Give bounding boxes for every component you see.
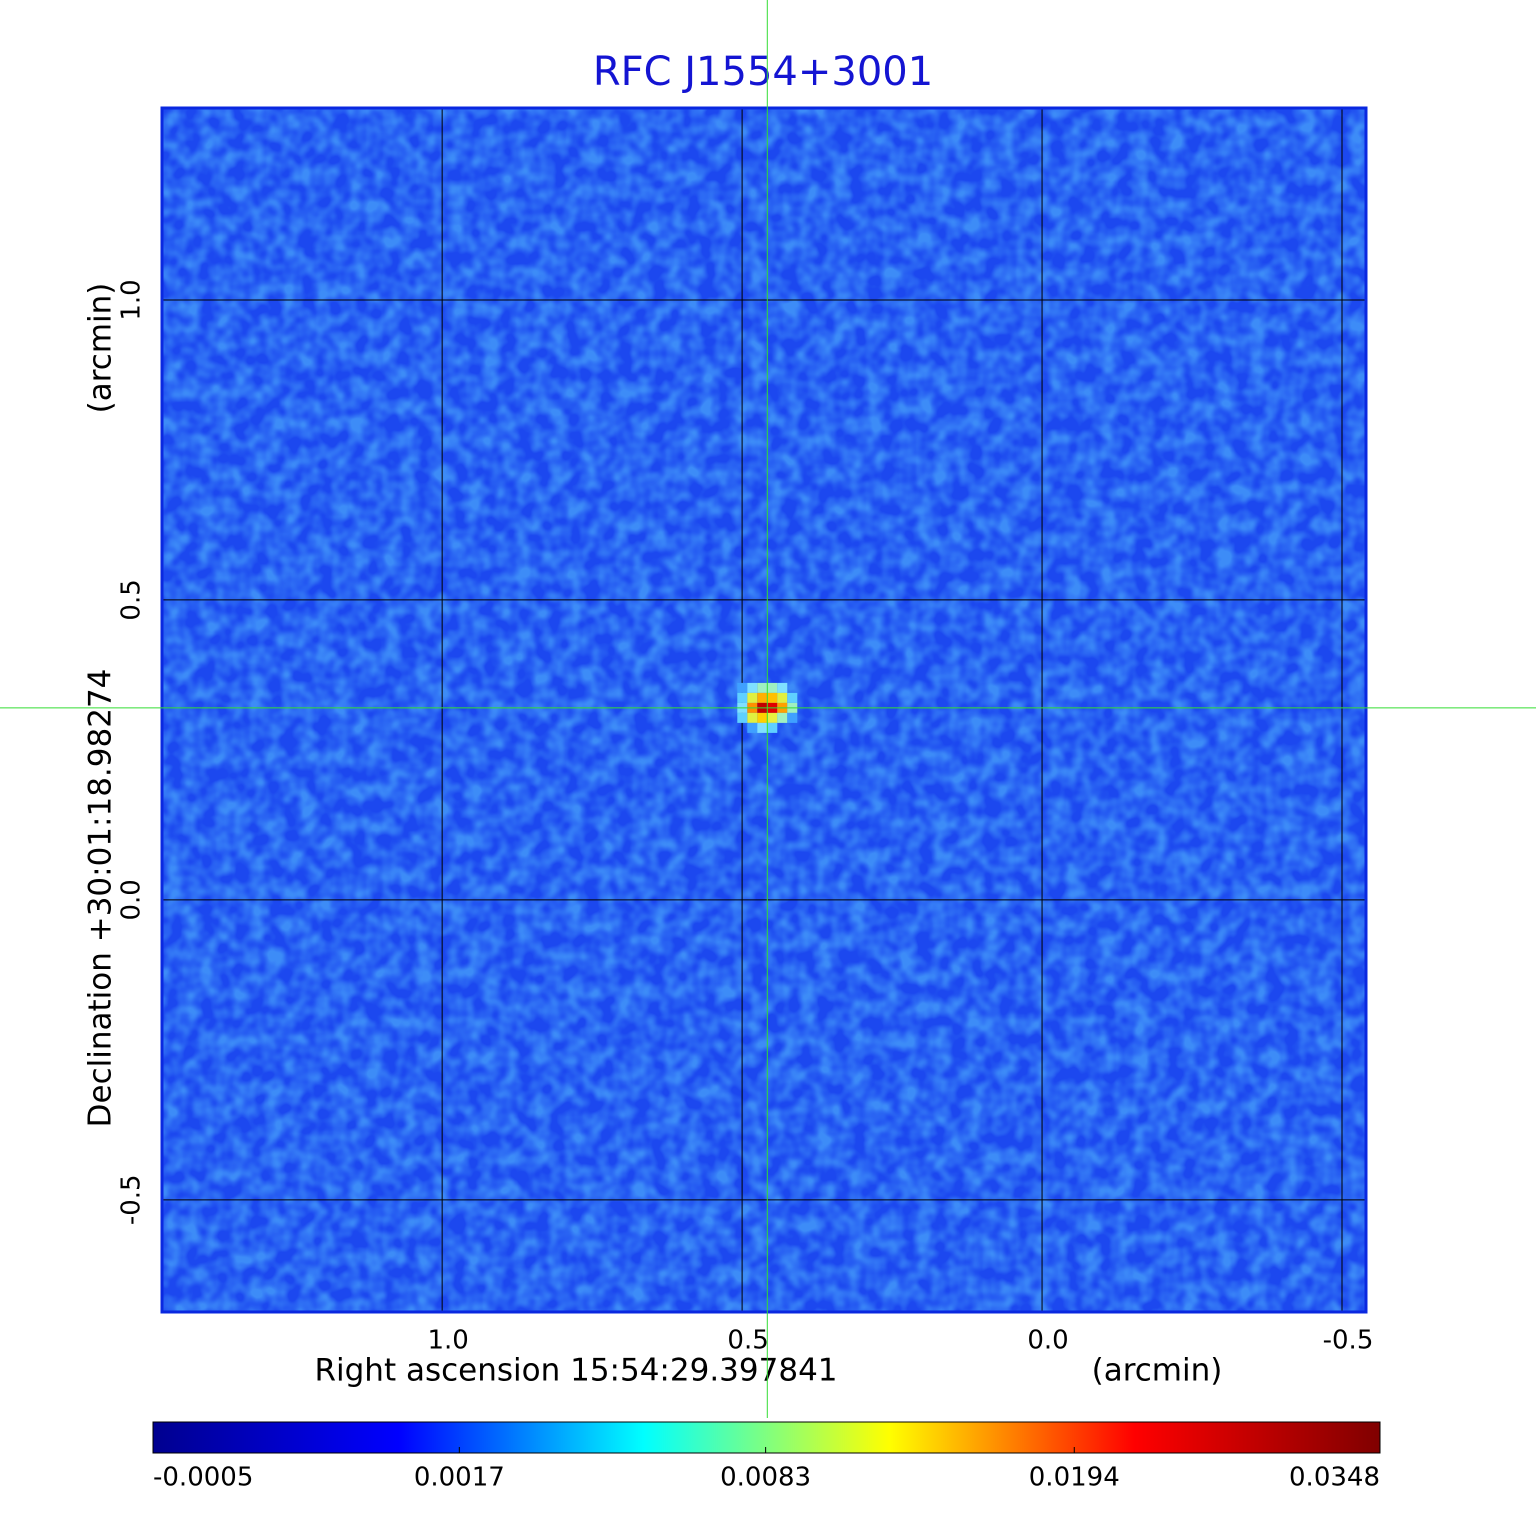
source-pixel: [777, 712, 788, 723]
source-pixel: [747, 682, 758, 693]
source-pixel: [787, 692, 798, 703]
colorbar-tick-label: 0.0017: [414, 1463, 505, 1493]
colorbar: [152, 1421, 1381, 1454]
colorbar-tick-label: 0.0083: [720, 1463, 811, 1493]
source-pixel: [767, 682, 778, 693]
x-axis-label: Right ascension 15:54:29.397841: [314, 1353, 837, 1389]
source-pixel: [757, 682, 768, 693]
source-pixel: [747, 712, 758, 723]
y-axis-unit: (arcmin): [83, 283, 119, 414]
source-pixel: [767, 692, 778, 703]
source-pixel: [757, 692, 768, 703]
source-pixel: [747, 692, 758, 703]
source-pixel: [737, 682, 748, 693]
chart-title: RFC J1554+3001: [593, 49, 933, 95]
source-pixel: [767, 712, 778, 723]
source-pixel: [787, 712, 798, 723]
source-pixel: [777, 682, 788, 693]
x-tick-label: 0.5: [727, 1326, 768, 1356]
source-pixel: [767, 722, 778, 733]
y-tick-label: -0.5: [117, 1174, 147, 1225]
source-pixel: [757, 722, 768, 733]
source-pixel: [757, 712, 768, 723]
x-tick-label: 0.0: [1027, 1326, 1068, 1356]
x-tick-label: 1.0: [427, 1326, 468, 1356]
image-frame: [160, 106, 1368, 1314]
x-axis-unit: (arcmin): [1092, 1353, 1223, 1389]
y-tick-label: 1.0: [117, 279, 147, 320]
colorbar-tick-label: -0.0005: [153, 1463, 253, 1493]
y-tick-label: 0.0: [117, 879, 147, 920]
source-pixel: [777, 692, 788, 703]
source-pixel: [747, 722, 758, 733]
x-tick-label: -0.5: [1323, 1326, 1374, 1356]
colorbar-tick-label: 0.0194: [1029, 1463, 1120, 1493]
source-pixel: [737, 712, 748, 723]
colorbar-tick-label: 0.0348: [1289, 1463, 1380, 1493]
y-tick-label: 0.5: [117, 579, 147, 620]
source-pixel: [737, 692, 748, 703]
y-axis-label: Declination +30:01:18.98274: [83, 669, 119, 1128]
